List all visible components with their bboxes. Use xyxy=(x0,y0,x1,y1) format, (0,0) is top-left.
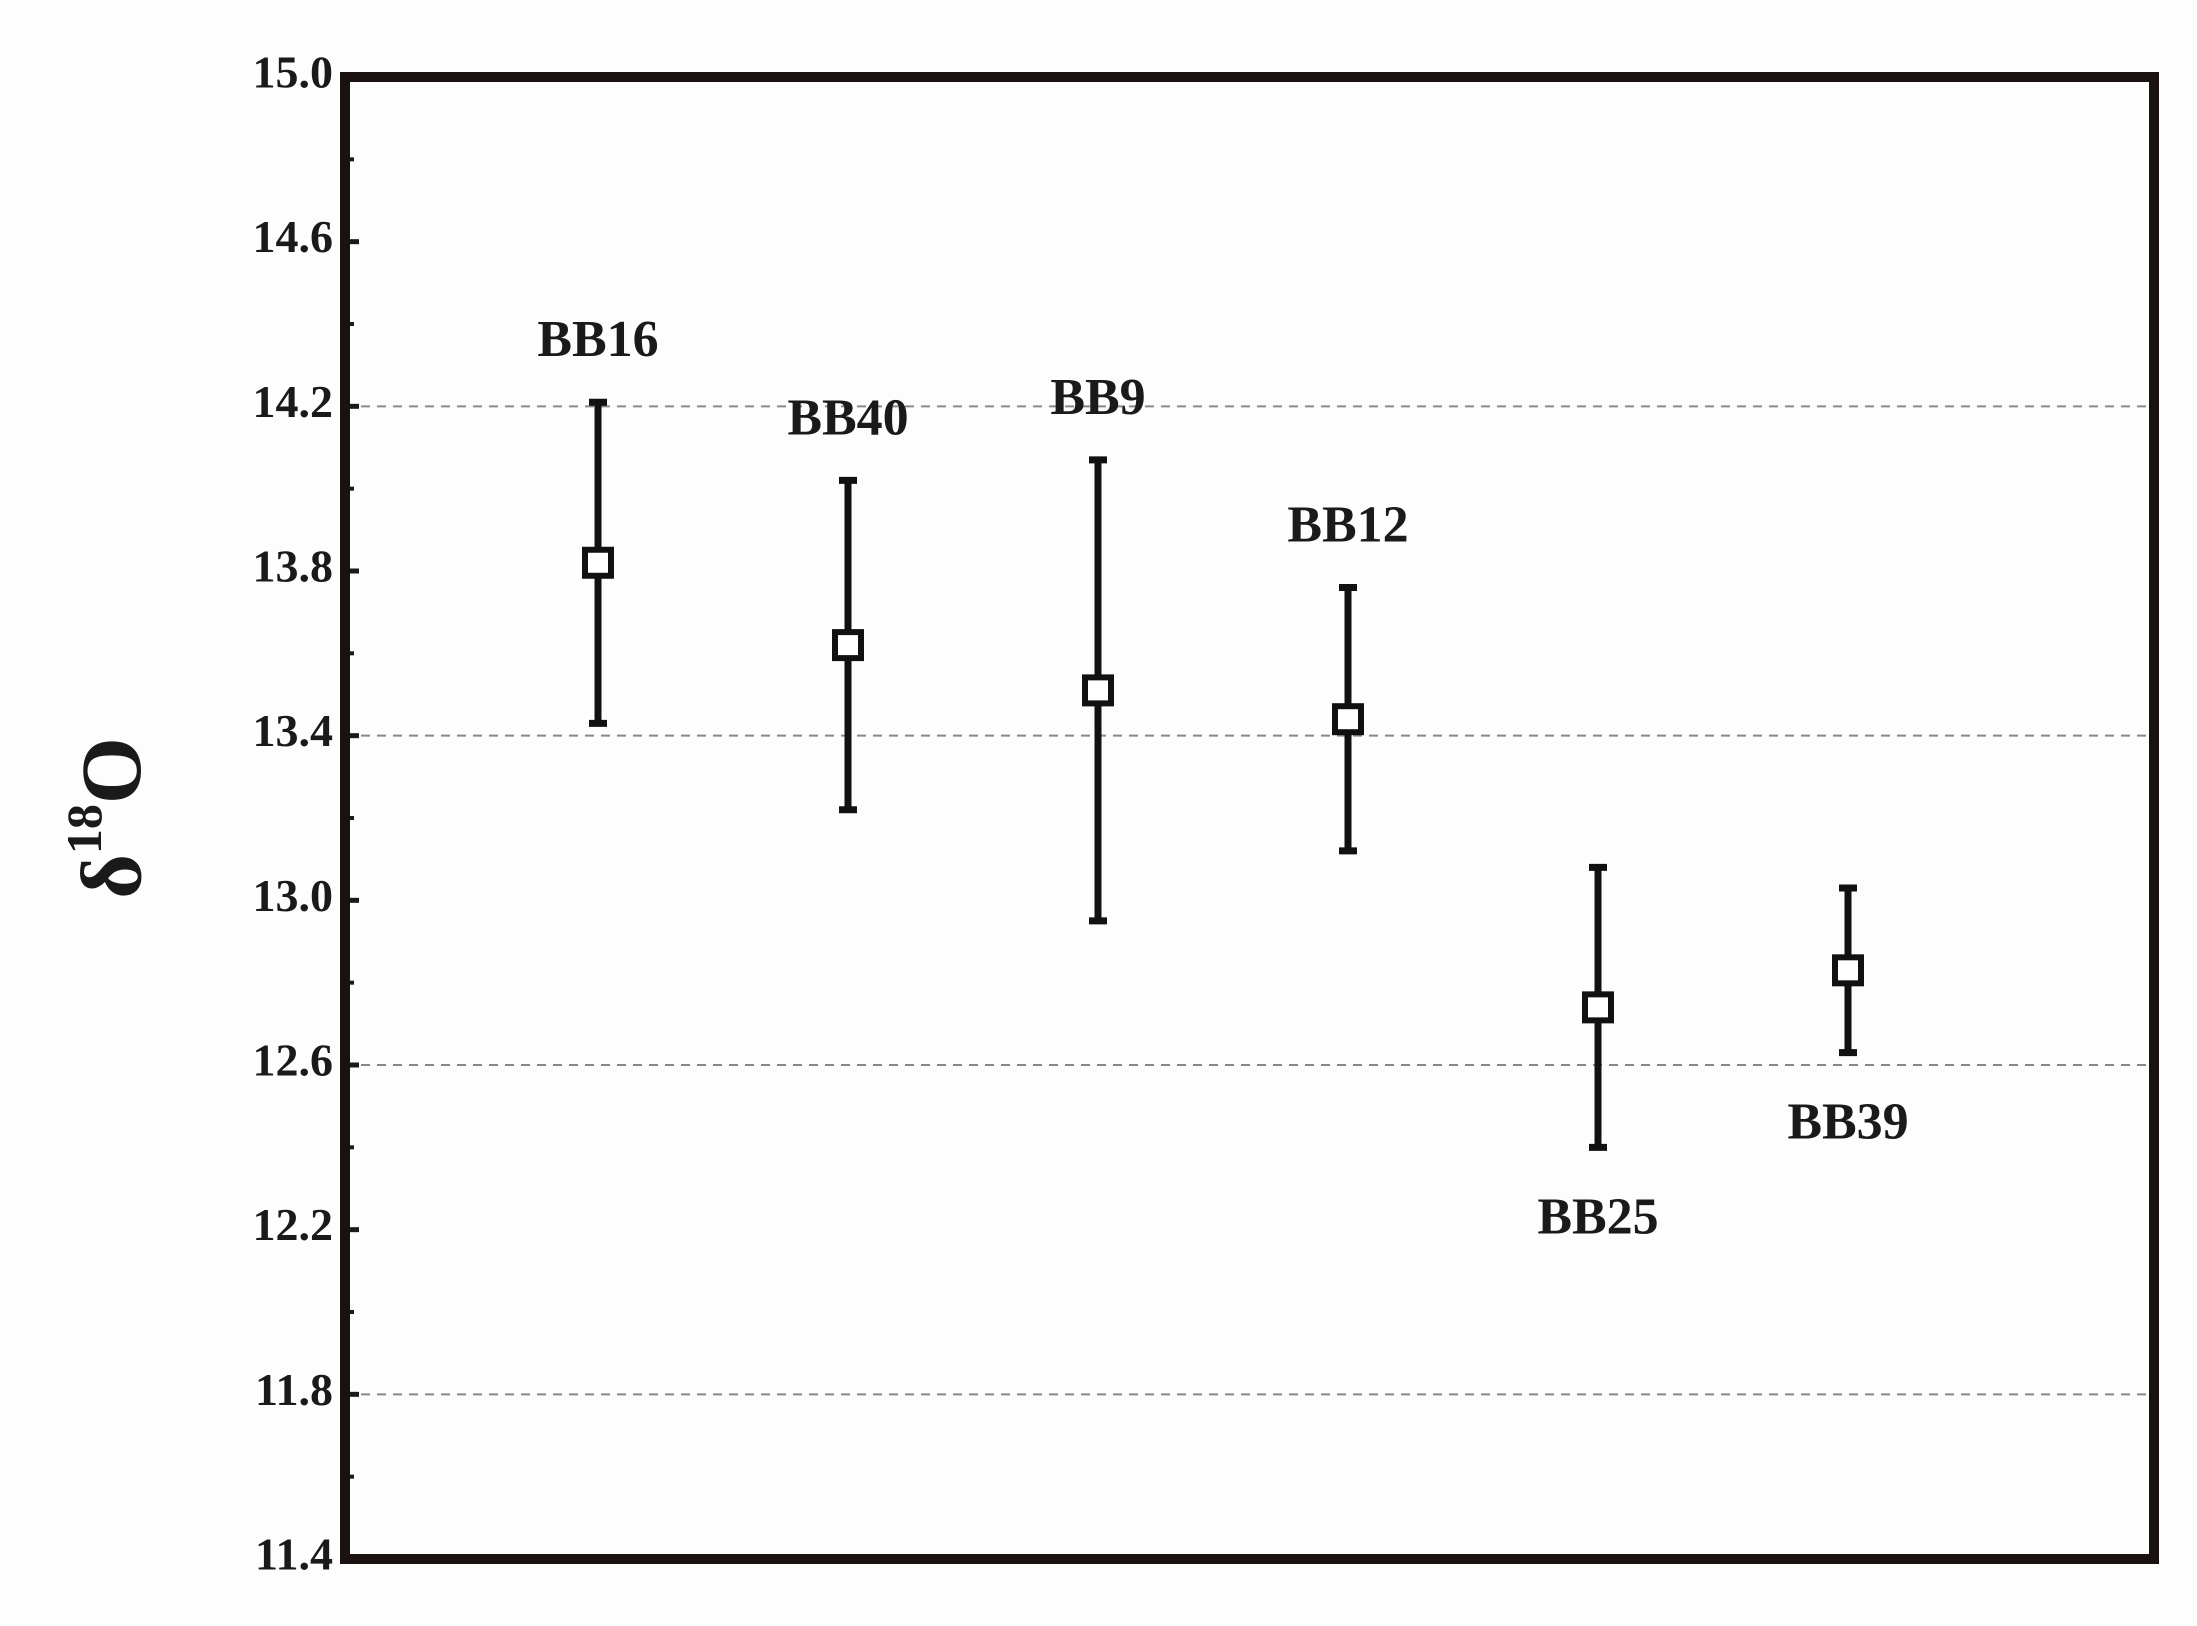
marker xyxy=(1832,954,1864,987)
y-tick-label: 13.4 xyxy=(253,705,334,756)
y-label-element: O xyxy=(63,737,159,804)
y-tick-label: 14.2 xyxy=(253,376,334,427)
y-tick-label: 11.4 xyxy=(255,1529,333,1580)
y-label-symbol: δ xyxy=(63,854,159,899)
point-label: BB12 xyxy=(1287,496,1408,553)
point-label: BB25 xyxy=(1537,1188,1658,1245)
y-tick-label: 12.2 xyxy=(253,1199,334,1250)
y-tick-label: 11.8 xyxy=(255,1364,333,1415)
marker xyxy=(832,629,864,662)
y-tick-label: 13.8 xyxy=(253,541,334,592)
point-label: BB16 xyxy=(537,311,658,368)
point-label: BB9 xyxy=(1050,369,1145,426)
y-label-superscript: 18 xyxy=(56,804,112,854)
marker xyxy=(1582,991,1614,1024)
marker xyxy=(1082,674,1114,707)
y-tick-label: 13.0 xyxy=(253,870,334,921)
y-axis-label: δ18O xyxy=(56,737,158,899)
y-tick-label: 14.6 xyxy=(253,211,334,262)
point-label: BB40 xyxy=(787,389,908,446)
marker xyxy=(582,546,614,579)
y-tick-label: 15.0 xyxy=(253,47,334,98)
plot-frame xyxy=(340,72,2159,1564)
y-tick-label: 12.6 xyxy=(253,1035,334,1086)
point-label: BB39 xyxy=(1787,1094,1908,1151)
marker xyxy=(1332,703,1364,736)
